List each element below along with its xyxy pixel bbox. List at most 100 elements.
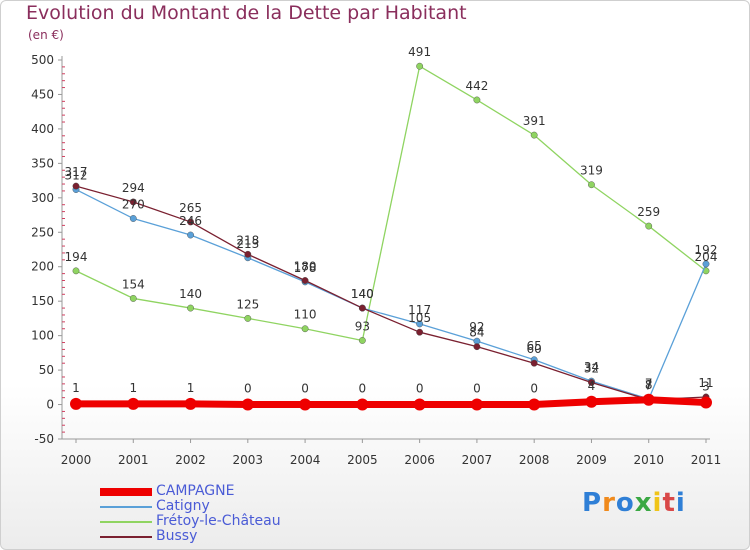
- data-label-catigny: 213: [236, 237, 259, 251]
- data-point-bussy: [244, 250, 252, 258]
- x-tick-label: 2011: [691, 453, 722, 467]
- data-label-campagne: 0: [473, 382, 481, 396]
- data-label-catigny: 140: [351, 287, 374, 301]
- data-label-fr-to-le-ch-teau: 442: [465, 79, 488, 93]
- data-label-campagne: 1: [187, 381, 195, 395]
- legend-swatch-bussy: [100, 535, 152, 538]
- unit-label: (en €): [28, 28, 64, 42]
- y-tick-label: 100: [31, 329, 54, 343]
- data-label-bussy: 11: [698, 376, 713, 390]
- x-tick-label: 2004: [290, 453, 321, 467]
- x-tick-label: 2001: [118, 453, 149, 467]
- data-label-campagne: 0: [530, 382, 538, 396]
- data-label-fr-to-le-ch-teau: 93: [355, 319, 370, 333]
- legend-label-campagne: CAMPAGNE: [156, 483, 235, 499]
- legend-item-catigny: Catigny: [100, 499, 281, 514]
- data-point-bussy: [358, 304, 366, 312]
- data-label-campagne: 0: [301, 382, 309, 396]
- logo-letter: o: [615, 488, 635, 518]
- data-label-fr-to-le-ch-teau: 110: [294, 308, 317, 322]
- data-point-catigny: [702, 260, 710, 268]
- data-label-catigny: 34: [584, 360, 599, 374]
- legend-swatch-catigny: [100, 505, 152, 508]
- x-tick-label: 2003: [233, 453, 264, 467]
- x-tick-label: 2010: [633, 453, 664, 467]
- y-tick-label: 450: [31, 87, 54, 101]
- y-tick-label: 300: [31, 191, 54, 205]
- data-point-campagne: [700, 396, 712, 409]
- data-point-bussy: [187, 218, 194, 226]
- data-point-fr-to-le-ch-teau: [473, 96, 481, 104]
- data-point-fr-to-le-ch-teau: [301, 325, 309, 333]
- legend-label-fretoy: Frétoy-le-Château: [156, 513, 281, 529]
- data-point-campagne: [585, 395, 598, 408]
- data-point-fr-to-le-ch-teau: [416, 62, 424, 70]
- data-point-campagne: [127, 397, 140, 410]
- data-point-fr-to-le-ch-teau: [129, 295, 137, 302]
- data-label-fr-to-le-ch-teau: 491: [408, 45, 431, 59]
- data-label-fr-to-le-ch-teau: 194: [65, 250, 88, 264]
- data-point-catigny: [187, 231, 194, 239]
- data-point-campagne: [241, 398, 254, 411]
- data-label-fr-to-le-ch-teau: 125: [236, 297, 259, 311]
- legend-item-campagne: CAMPAGNE: [100, 484, 281, 499]
- data-point-bussy: [129, 198, 137, 206]
- data-point-bussy: [72, 182, 80, 190]
- data-label-campagne: 4: [588, 379, 596, 393]
- y-tick-label: 200: [31, 260, 54, 274]
- series-line-fr-to-le-ch-teau: [75, 65, 707, 342]
- legend-swatch-fretoy: [100, 520, 152, 523]
- legend-item-fretoy: Frétoy-le-Château: [100, 514, 281, 529]
- data-point-fr-to-le-ch-teau: [244, 315, 252, 322]
- data-point-fr-to-le-ch-teau: [530, 131, 538, 139]
- x-tick-label: 2000: [61, 453, 92, 467]
- data-label-catigny: 117: [408, 303, 431, 317]
- data-label-campagne: 1: [129, 381, 137, 395]
- data-point-campagne: [356, 398, 369, 411]
- data-point-campagne: [470, 398, 483, 411]
- legend-label-catigny: Catigny: [156, 498, 210, 514]
- data-point-fr-to-le-ch-teau: [645, 222, 653, 230]
- data-point-fr-to-le-ch-teau: [358, 337, 366, 344]
- data-label-campagne: 1: [72, 381, 80, 395]
- y-tick-label: 50: [39, 363, 54, 377]
- chart-title: Evolution du Montant de la Dette par Hab…: [26, 2, 467, 24]
- data-point-fr-to-le-ch-teau: [588, 181, 595, 189]
- data-point-bussy: [473, 343, 481, 351]
- y-tick-label: 250: [31, 225, 54, 239]
- data-label-bussy: 218: [236, 233, 259, 247]
- x-tick-label: 2002: [175, 453, 206, 467]
- data-point-bussy: [416, 328, 424, 336]
- data-label-bussy: 7: [645, 379, 653, 393]
- logo-letter: i: [675, 488, 686, 518]
- data-point-campagne: [528, 398, 541, 411]
- data-point-catigny: [416, 320, 424, 328]
- legend: CAMPAGNE Catigny Frétoy-le-Château Bussy: [100, 484, 281, 544]
- data-label-campagne: 7: [645, 377, 653, 391]
- legend-label-bussy: Bussy: [156, 528, 198, 544]
- series-line-catigny: [75, 188, 707, 400]
- data-point-fr-to-le-ch-teau: [187, 304, 194, 312]
- proxiti-logo: Proxiti: [582, 488, 686, 518]
- data-label-bussy: 140: [351, 287, 374, 301]
- logo-letter: r: [602, 488, 616, 518]
- data-label-bussy: 60: [527, 342, 542, 356]
- data-point-campagne: [413, 398, 426, 411]
- data-point-campagne: [70, 397, 82, 410]
- data-label-fr-to-le-ch-teau: 140: [179, 287, 202, 301]
- data-label-fr-to-le-ch-teau: 154: [122, 277, 145, 291]
- data-label-bussy: 294: [122, 181, 145, 195]
- logo-letter: P: [582, 488, 603, 518]
- data-label-fr-to-le-ch-teau: 259: [637, 205, 660, 219]
- data-label-catigny: 246: [179, 214, 202, 228]
- legend-item-bussy: Bussy: [100, 529, 281, 544]
- data-label-bussy: 180: [294, 260, 317, 274]
- x-tick-label: 2007: [462, 453, 493, 467]
- y-tick-label: 0: [46, 398, 54, 412]
- data-label-catigny: 192: [695, 243, 718, 257]
- data-point-campagne: [642, 393, 655, 406]
- x-tick-label: 2006: [404, 453, 435, 467]
- data-label-catigny: 92: [469, 320, 484, 334]
